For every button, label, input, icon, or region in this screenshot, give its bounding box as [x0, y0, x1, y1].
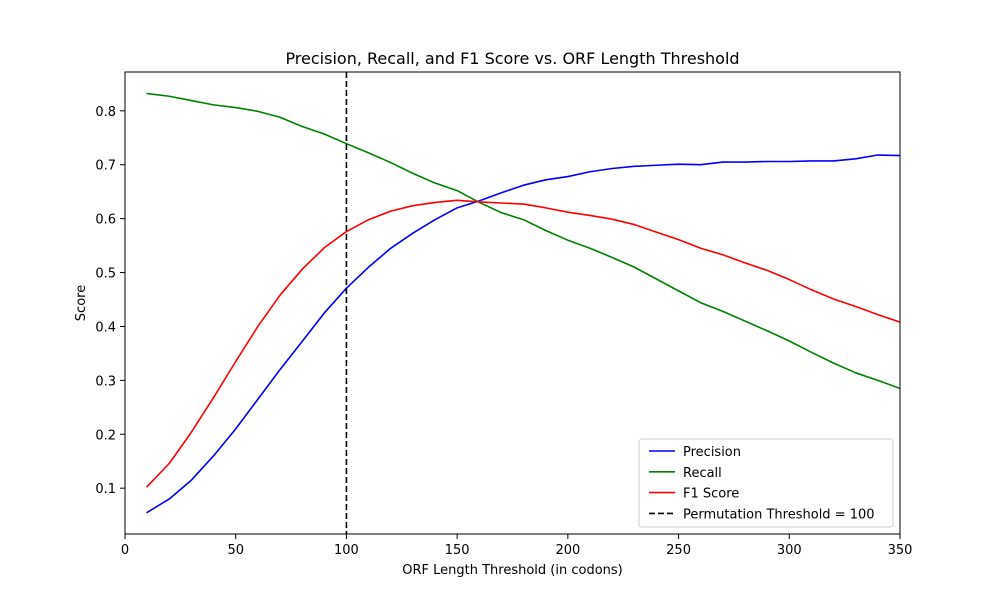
y-tick-label: 0.1 — [95, 482, 116, 497]
x-tick-label: 100 — [334, 543, 359, 558]
legend-label: Precision — [683, 445, 741, 460]
legend-frame — [638, 438, 894, 528]
y-axis-ticks: 0.1 0.2 0.3 0.4 0.5 0.6 0.7 0.8 — [95, 105, 125, 497]
y-tick-label: 0.4 — [95, 320, 116, 335]
y-tick-label: 0.2 — [95, 428, 116, 443]
x-tick-label: 200 — [555, 543, 580, 558]
chart-title: Precision, Recall, and F1 Score vs. ORF … — [285, 49, 739, 68]
x-tick-label: 300 — [777, 543, 802, 558]
y-tick-label: 0.7 — [95, 159, 116, 174]
y-tick-label: 0.3 — [95, 374, 116, 389]
x-tick-label: 50 — [227, 543, 244, 558]
x-tick-label: 350 — [888, 543, 913, 558]
x-axis-ticks: 0 50 100 150 200 250 300 350 — [121, 534, 913, 558]
y-axis-label: Score — [74, 285, 89, 321]
series-layer — [146, 92, 900, 514]
series-line-f1-score — [146, 199, 900, 488]
plot-frame — [124, 71, 901, 535]
x-tick-label: 250 — [666, 543, 691, 558]
legend-label: F1 Score — [683, 487, 739, 502]
y-tick-label: 0.8 — [95, 105, 116, 120]
series-line-precision — [146, 154, 900, 514]
legend: Precision Recall F1 Score Permutation Thres… — [638, 438, 894, 528]
legend-label: Permutation Threshold = 100 — [683, 507, 875, 522]
x-axis-label: ORF Length Threshold (in codons) — [402, 563, 623, 578]
x-tick-label: 0 — [121, 543, 129, 558]
y-tick-label: 0.5 — [95, 267, 116, 282]
legend-items: Precision Recall F1 Score Permutation Thres… — [649, 445, 875, 522]
series-line-recall — [146, 92, 900, 390]
legend-label: Recall — [683, 466, 722, 481]
x-tick-label: 150 — [445, 543, 470, 558]
y-tick-label: 0.6 — [95, 213, 116, 228]
